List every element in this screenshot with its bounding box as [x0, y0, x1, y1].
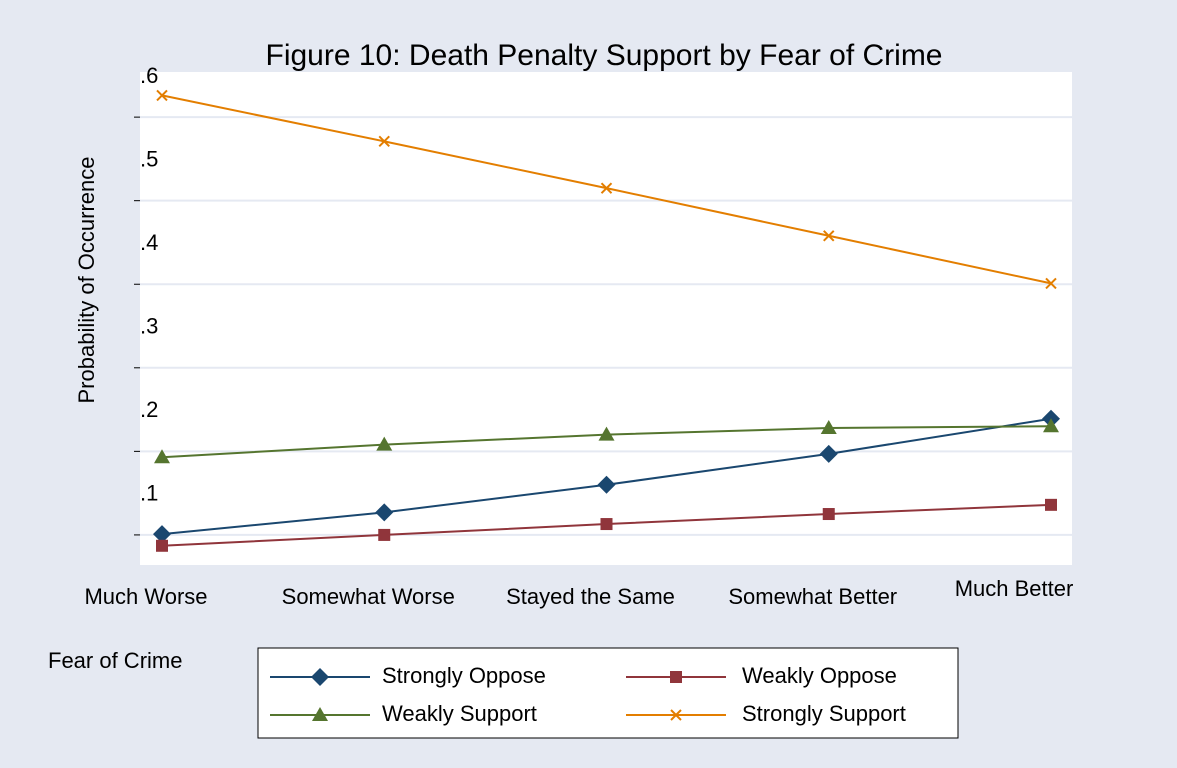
marker [820, 419, 837, 434]
x-tick-label: Much Worse [84, 584, 207, 609]
marker [670, 671, 682, 683]
marker [1043, 418, 1059, 433]
marker [312, 707, 328, 721]
x-tick-label: Stayed the Same [506, 584, 675, 609]
x-tick-label: Somewhat Worse [282, 584, 455, 609]
marker [376, 436, 393, 451]
y-tick-label: .3 [140, 314, 158, 339]
marker [598, 426, 615, 441]
y-tick-label: .5 [140, 146, 158, 171]
marker [1045, 277, 1057, 290]
y-tick-label: .2 [140, 397, 158, 422]
marker [311, 668, 329, 686]
marker [156, 539, 168, 552]
marker [378, 135, 390, 148]
y-tick-label: .4 [140, 230, 158, 255]
marker [600, 518, 613, 531]
chart-title: Figure 10: Death Penalty Support by Fear… [266, 39, 943, 72]
y-tick-label: .6 [140, 63, 158, 88]
legend-label: Weakly Oppose [742, 663, 897, 688]
marker [823, 230, 835, 242]
marker [156, 89, 168, 102]
x-tick-label: Somewhat Better [728, 584, 897, 609]
marker [375, 503, 394, 522]
x-tick-label: Much Better [955, 576, 1074, 601]
legend-label: Weakly Support [382, 701, 537, 726]
y-axis-label: Probability of Occurrence [74, 157, 99, 404]
x-axis-label: Fear of Crime [48, 648, 182, 673]
legend-box [257, 647, 959, 739]
marker [378, 528, 391, 541]
marker [670, 709, 682, 721]
marker [600, 182, 613, 194]
marker [1045, 498, 1057, 511]
legend-label: Strongly Oppose [382, 663, 546, 688]
marker [819, 444, 838, 463]
y-tick-label: .1 [140, 481, 158, 506]
legend-label: Strongly Support [742, 701, 906, 726]
marker [822, 508, 835, 521]
marker [597, 475, 616, 494]
marker [154, 449, 170, 464]
marker [153, 525, 171, 544]
